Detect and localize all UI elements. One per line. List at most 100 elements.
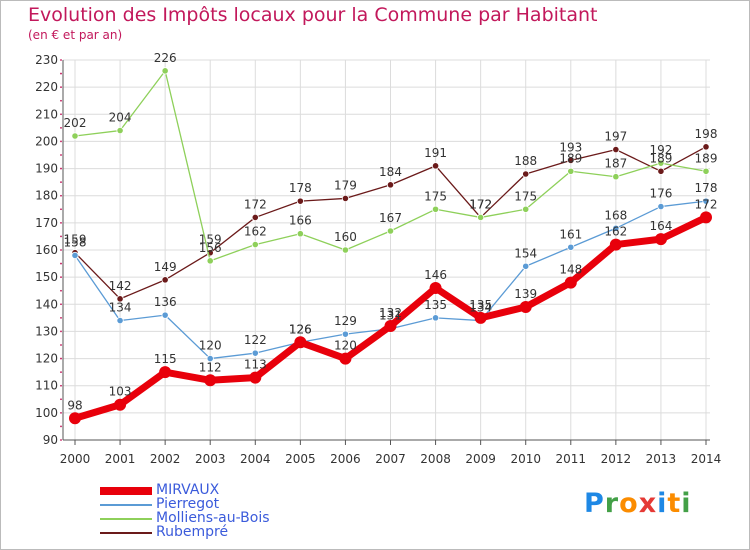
data-label: 162 (244, 225, 267, 239)
y-minor-tick (60, 140, 62, 143)
x-tick-label: 2002 (150, 452, 181, 466)
y-minor-tick (60, 411, 62, 414)
data-label: 129 (334, 314, 357, 328)
data-point (564, 276, 577, 289)
data-label: 176 (649, 187, 672, 201)
data-point (204, 374, 217, 387)
data-label: 226 (154, 51, 177, 65)
data-label: 189 (649, 151, 672, 165)
data-point (519, 301, 532, 313)
logo-letter: x (638, 488, 658, 519)
x-tick-label: 2004 (240, 452, 271, 466)
data-point (296, 197, 304, 205)
data-label: 168 (604, 208, 627, 222)
data-point (69, 412, 81, 425)
data-label: 131 (379, 309, 402, 323)
data-point (612, 173, 620, 181)
data-point (657, 159, 665, 167)
chart-subtitle: (en € et par an) (28, 28, 123, 42)
x-tick-label: 2008 (420, 452, 451, 466)
x-tick-label: 2003 (195, 452, 226, 466)
y-tick-label: 200 (35, 134, 58, 148)
y-tick-label: 220 (35, 80, 58, 94)
data-label: 184 (379, 165, 402, 179)
y-tick-label: 180 (35, 189, 58, 203)
data-point (702, 143, 710, 151)
legend-label-pierregot: Pierregot (156, 496, 220, 512)
x-tick-label: 2009 (465, 452, 496, 466)
data-label: 164 (649, 219, 672, 233)
y-minor-tick (60, 344, 62, 346)
y-minor-tick (60, 167, 62, 170)
data-label: 136 (154, 295, 177, 309)
data-label: 178 (289, 181, 312, 195)
y-minor-tick (60, 86, 62, 89)
legend-swatch-rubempre (100, 532, 152, 534)
data-label: 113 (244, 358, 267, 372)
data-label: 172 (469, 197, 492, 211)
data-point (341, 194, 350, 203)
data-point (116, 295, 124, 303)
data-point (702, 197, 710, 205)
data-point (522, 205, 530, 213)
x-tick-label: 2007 (375, 452, 406, 466)
y-minor-tick (60, 316, 62, 319)
y-minor-tick (60, 221, 62, 224)
y-tick-label: 170 (35, 216, 58, 230)
y-minor-tick (60, 439, 62, 441)
x-tick-label: 2011 (556, 452, 587, 466)
y-minor-tick (60, 181, 62, 184)
y-tick-label: 130 (35, 324, 58, 338)
data-point (609, 238, 622, 251)
data-label: 103 (109, 385, 132, 399)
y-tick-label: 120 (35, 352, 58, 366)
data-label: 166 (289, 214, 312, 228)
data-label: 193 (559, 140, 582, 154)
data-label: 175 (514, 189, 537, 203)
x-tick-label: 2010 (510, 452, 541, 466)
logo-letter: i (681, 488, 692, 519)
proxiti-logo: Proxiti (584, 488, 692, 519)
y-minor-tick (60, 276, 62, 279)
data-point (296, 230, 304, 238)
y-minor-tick (60, 425, 62, 428)
data-label: 132 (379, 306, 402, 320)
y-minor-tick (60, 99, 62, 102)
logo-letter: t (667, 488, 682, 519)
legend-swatch-mirvaux (100, 487, 152, 495)
data-point (431, 162, 440, 170)
data-label: 187 (604, 157, 627, 171)
y-minor-tick (60, 330, 62, 333)
y-tick-label: 110 (35, 379, 58, 393)
legend-label-rubempre: Rubempré (156, 524, 229, 540)
x-tick-label: 2013 (646, 452, 677, 466)
x-tick-label: 2000 (60, 452, 91, 466)
data-label: 148 (559, 263, 582, 277)
data-label: 160 (334, 230, 357, 244)
data-label: 142 (109, 279, 132, 293)
data-label: 192 (649, 143, 672, 157)
data-point (654, 233, 667, 246)
data-label: 98 (67, 398, 82, 412)
data-label: 172 (695, 197, 718, 211)
data-label: 149 (154, 260, 177, 274)
data-point (612, 224, 620, 232)
chart-title: Evolution des Impôts locaux pour la Comm… (28, 4, 598, 26)
data-point (522, 262, 530, 270)
data-label: 154 (514, 246, 537, 260)
data-label: 188 (514, 154, 537, 168)
data-point (429, 282, 442, 294)
legend-label-molliens-au-bois: Molliens-au-Bois (156, 510, 270, 526)
data-point (71, 251, 79, 260)
data-point (384, 320, 397, 332)
data-point (567, 156, 575, 165)
data-label: 162 (604, 225, 627, 239)
data-point (161, 311, 169, 319)
data-label: 167 (379, 211, 402, 225)
y-tick-label: 210 (35, 107, 58, 121)
data-label: 146 (424, 268, 447, 282)
logo-letter: i (657, 488, 668, 519)
data-label: 122 (244, 333, 267, 347)
data-point (341, 246, 350, 254)
